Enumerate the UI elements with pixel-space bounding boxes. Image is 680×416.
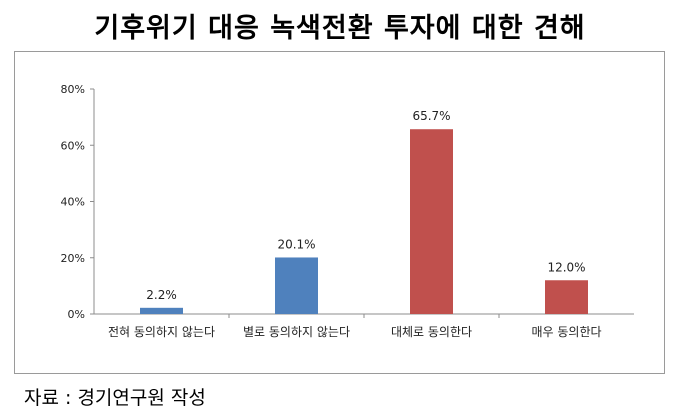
bar-chart: 0% 20% 40% 60% 80% 2.2% 전혀 동의하지 않는다 20.1% 별로 동의하… <box>61 83 634 339</box>
x-tick-label: 매우 동의한다 <box>531 325 601 339</box>
bar <box>140 307 183 314</box>
data-label: 20.1% <box>277 237 315 251</box>
x-tick-label: 전혀 동의하지 않는다 <box>108 325 215 339</box>
chart-frame: 0% 20% 40% 60% 80% 2.2% 전혀 동의하지 않는다 20.1% 별로 동의하… <box>14 51 665 374</box>
source-note: 자료 : 경기연구원 작성 <box>24 387 206 409</box>
y-tick-label: 80% <box>61 83 85 96</box>
bar <box>410 129 453 314</box>
page-title: 기후위기 대응 녹색전환 투자에 대한 견해 <box>94 13 586 44</box>
x-tick-label: 대체로 동의한다 <box>391 325 472 339</box>
data-label: 2.2% <box>146 288 177 302</box>
x-tick-label: 별로 동의하지 않는다 <box>243 325 350 339</box>
y-tick-label: 20% <box>61 252 85 265</box>
bar <box>275 257 318 314</box>
bar <box>545 280 588 314</box>
y-tick-label: 60% <box>61 139 85 152</box>
y-tick-label: 40% <box>61 196 85 209</box>
data-label: 12.0% <box>547 260 585 274</box>
y-tick-label: 0% <box>68 308 85 321</box>
data-label: 65.7% <box>412 109 450 123</box>
